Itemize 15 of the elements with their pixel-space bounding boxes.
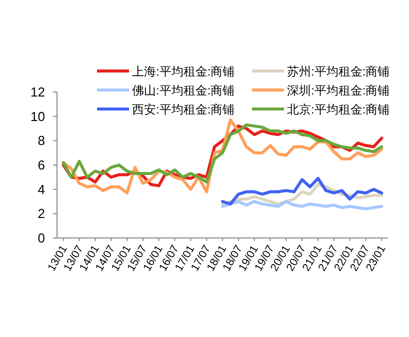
y-tick-label: 6 [38, 158, 45, 172]
legend-label: 苏州:平均租金:商铺 [287, 64, 390, 78]
legend-label: 深圳:平均租金:商铺 [287, 84, 390, 98]
legend-label: 佛山:平均租金:商铺 [132, 84, 235, 98]
legend-label: 北京:平均租金:商铺 [287, 102, 390, 116]
line-series [221, 200, 384, 210]
y-tick-label: 2 [38, 206, 45, 222]
y-tick-label: 0 [38, 230, 45, 246]
y-tick-label: 10 [30, 108, 45, 124]
line-series [221, 176, 384, 206]
legend-label: 西安:平均租金:商铺 [132, 102, 235, 116]
y-tick-label: 4 [38, 182, 45, 197]
legend-label: 上海:平均租金:商铺 [132, 64, 235, 78]
y-tick-label: 8 [38, 133, 45, 148]
y-tick-label: 12 [30, 84, 45, 100]
